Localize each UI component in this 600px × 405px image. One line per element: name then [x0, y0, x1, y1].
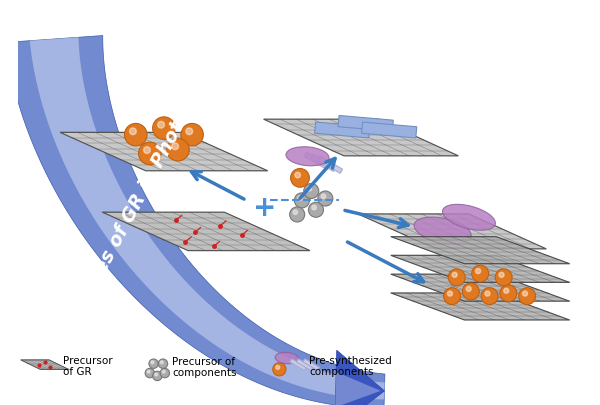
Circle shape	[273, 363, 286, 376]
Circle shape	[448, 291, 452, 296]
Polygon shape	[335, 372, 381, 405]
Circle shape	[147, 370, 150, 373]
Circle shape	[124, 124, 147, 146]
Circle shape	[318, 191, 333, 206]
Circle shape	[499, 272, 504, 277]
Circle shape	[139, 142, 161, 165]
Circle shape	[152, 371, 162, 381]
Text: Pre-synthesized
components: Pre-synthesized components	[310, 356, 392, 377]
Circle shape	[155, 373, 158, 376]
Circle shape	[290, 168, 310, 187]
Circle shape	[143, 147, 151, 153]
Bar	[311, 154, 336, 171]
Ellipse shape	[286, 147, 329, 166]
Circle shape	[186, 128, 193, 135]
Circle shape	[298, 196, 302, 200]
Circle shape	[500, 285, 517, 302]
Polygon shape	[391, 293, 569, 320]
Circle shape	[167, 139, 189, 161]
Circle shape	[290, 207, 305, 222]
Polygon shape	[335, 350, 385, 405]
Polygon shape	[263, 119, 458, 156]
Bar	[314, 122, 370, 138]
Circle shape	[443, 288, 460, 305]
Circle shape	[181, 124, 203, 146]
Circle shape	[308, 202, 323, 217]
Circle shape	[466, 286, 471, 292]
Circle shape	[307, 186, 311, 191]
Circle shape	[295, 172, 301, 178]
Circle shape	[518, 288, 536, 305]
Circle shape	[151, 361, 154, 364]
Circle shape	[452, 272, 457, 277]
Polygon shape	[30, 37, 385, 399]
Circle shape	[276, 365, 280, 369]
Circle shape	[463, 283, 479, 300]
Ellipse shape	[414, 217, 471, 244]
Circle shape	[158, 359, 167, 369]
Polygon shape	[21, 360, 68, 369]
Polygon shape	[391, 256, 569, 282]
Text: +: +	[253, 194, 276, 222]
Circle shape	[295, 193, 310, 208]
Circle shape	[160, 369, 170, 378]
Circle shape	[495, 269, 512, 286]
Text: Roles of GR in Photocatalysis: Roles of GR in Photocatalysis	[77, 25, 238, 306]
Circle shape	[172, 143, 179, 150]
Circle shape	[312, 205, 316, 210]
Bar	[296, 359, 313, 371]
Bar	[304, 152, 329, 170]
Bar	[362, 122, 417, 138]
Circle shape	[304, 183, 319, 198]
Circle shape	[158, 122, 164, 128]
Ellipse shape	[275, 352, 299, 364]
Polygon shape	[358, 214, 546, 249]
Circle shape	[152, 117, 175, 139]
Circle shape	[485, 291, 490, 296]
Bar	[317, 156, 343, 173]
Bar	[290, 359, 307, 371]
Circle shape	[448, 269, 465, 286]
Circle shape	[523, 291, 527, 296]
Circle shape	[504, 288, 509, 293]
Circle shape	[476, 269, 481, 274]
Circle shape	[293, 210, 298, 215]
Circle shape	[145, 369, 155, 378]
Polygon shape	[391, 274, 569, 301]
Text: Precursor
of GR: Precursor of GR	[64, 356, 113, 377]
Text: Precursor of
components: Precursor of components	[172, 357, 237, 378]
Bar	[303, 359, 320, 371]
Polygon shape	[103, 212, 310, 251]
Circle shape	[472, 265, 488, 282]
Circle shape	[481, 288, 498, 305]
Bar	[338, 115, 394, 131]
Circle shape	[160, 361, 163, 364]
Polygon shape	[60, 132, 268, 171]
Ellipse shape	[442, 205, 496, 230]
Circle shape	[149, 359, 158, 369]
Polygon shape	[5, 36, 385, 405]
Circle shape	[162, 370, 165, 373]
Circle shape	[130, 128, 136, 135]
Polygon shape	[391, 237, 569, 264]
Circle shape	[321, 194, 326, 198]
